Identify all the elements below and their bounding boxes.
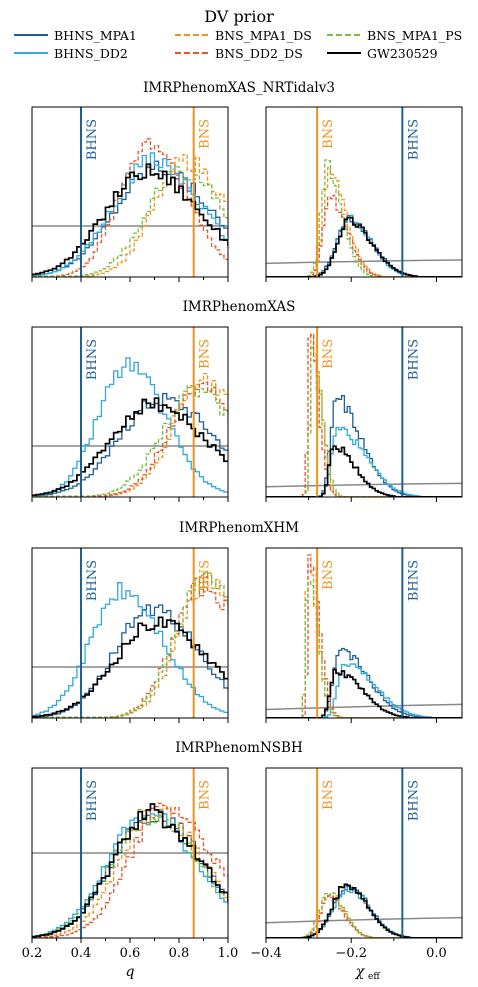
legend-title: DV prior — [204, 7, 274, 26]
series-bns-mpa1-ps — [32, 385, 228, 497]
series-bns-dd2-ds — [32, 802, 228, 938]
bhns-label: BHNS — [406, 339, 421, 380]
x-axis-label-subscript: eff — [368, 972, 380, 982]
legend-entry: BHNS_MPA1 — [14, 28, 137, 43]
bns-label: BNS — [198, 560, 213, 590]
bns-label: BNS — [198, 339, 213, 369]
x-tick-label: −0.2 — [335, 946, 367, 961]
chi-eff-panel: BHNS BNS — [265, 547, 463, 723]
axes-frame — [265, 106, 463, 278]
x-tick-label: 0.8 — [169, 946, 190, 961]
bns-label: BNS — [198, 119, 213, 149]
legend-entry: BHNS_DD2 — [14, 46, 128, 61]
bns-label: BNS — [198, 780, 213, 810]
series-gw230529 — [266, 668, 462, 718]
panels: IMRPhenomXAS_NRTidalv3 IMRPhenomXAS IMRPhe… — [22, 80, 463, 982]
legend: BHNS_MPA1 BNS_MPA1_DS BNS_MPA1_PS BHNS_DD2 B… — [14, 28, 462, 61]
bns-label: BNS — [321, 119, 336, 149]
row-title: IMRPhenomXHM — [179, 520, 299, 536]
bhns-label: BHNS — [85, 339, 100, 380]
axes-frame — [265, 326, 463, 498]
legend-entry: BNS_MPA1_DS — [175, 28, 312, 43]
bhns-label: BHNS — [406, 119, 421, 160]
q-panel: BHNS BNS — [31, 326, 229, 502]
prior-line — [266, 703, 462, 711]
series-bhns-dd2 — [32, 582, 228, 717]
legend-entry: BNS_DD2_DS — [175, 46, 303, 61]
bhns-label: BHNS — [85, 560, 100, 601]
series-bns-dd2-ds — [266, 194, 462, 277]
q-panel: BHNS BNS — [31, 106, 229, 282]
series-bns-dd2-ds — [266, 334, 462, 497]
prior-line — [266, 259, 462, 265]
series-bns-mpa1-ds — [32, 372, 228, 497]
series-gw230529 — [32, 163, 228, 276]
prior-line — [266, 482, 462, 488]
bhns-label: BHNS — [406, 560, 421, 601]
bns-label: BNS — [321, 339, 336, 369]
series-bhns-mpa1 — [266, 647, 462, 718]
axes-frame — [265, 767, 463, 939]
legend-label: BHNS_DD2 — [54, 46, 128, 61]
bhns-label: BHNS — [85, 780, 100, 821]
x-axis-label: q — [126, 964, 135, 980]
series-gw230529 — [32, 803, 228, 938]
series-bns-mpa1-ds — [266, 333, 462, 497]
series-bns-mpa1-ps — [266, 159, 462, 277]
series-bhns-mpa1 — [32, 604, 228, 718]
x-tick-label: 0.4 — [71, 946, 92, 961]
legend-entry: BNS_MPA1_PS — [327, 28, 462, 43]
series-bns-dd2-ds — [32, 138, 228, 277]
q-panel: BHNS BNS — [31, 547, 229, 723]
x-axis-label: χ — [355, 964, 366, 980]
series-bhns-mpa1 — [32, 392, 228, 497]
legend-label: GW230529 — [367, 46, 438, 61]
legend-label: BNS_MPA1_DS — [215, 28, 312, 43]
row-title: IMRPhenomNSBH — [175, 740, 303, 756]
row-title: IMRPhenomXAS — [183, 299, 296, 315]
bns-label: BNS — [321, 780, 336, 810]
axes-frame — [265, 547, 463, 719]
bhns-label: BHNS — [406, 780, 421, 821]
series-bns-mpa1-ps — [32, 572, 228, 718]
series-gw230529 — [266, 883, 462, 938]
series-bns-dd2-ds — [32, 576, 228, 718]
legend-entry: GW230529 — [327, 46, 438, 61]
prior-line — [266, 916, 462, 924]
x-tick-label: 0.0 — [426, 946, 447, 961]
series-gw230529 — [32, 397, 228, 497]
legend-label: BNS_DD2_DS — [215, 46, 303, 61]
legend-label: BNS_MPA1_PS — [367, 28, 462, 43]
series-bns-mpa1-ps — [266, 581, 462, 718]
series-bhns-dd2 — [266, 885, 462, 938]
bhns-label: BHNS — [85, 119, 100, 160]
legend-label: BHNS_MPA1 — [54, 28, 137, 43]
series-bhns-mpa1 — [266, 885, 462, 938]
row-title: IMRPhenomXAS_NRTidalv3 — [143, 80, 335, 96]
series-gw230529 — [32, 616, 228, 718]
chi-eff-panel: BHNS BNS −0.4 −0.2 0.0 χ eff — [250, 767, 463, 982]
bns-label: BNS — [321, 560, 336, 590]
x-tick-label: 1.0 — [218, 946, 239, 961]
q-panel: BHNS BNS 0.2 0.4 0.6 0.8 1.0 q — [22, 767, 239, 980]
x-tick-label: 0.6 — [120, 946, 141, 961]
x-tick-label: −0.4 — [250, 946, 282, 961]
x-tick-label: 0.2 — [22, 946, 43, 961]
chi-eff-panel: BHNS BNS — [265, 326, 463, 502]
series-bns-mpa1-ps — [266, 347, 462, 497]
series-bhns-dd2 — [32, 357, 228, 497]
chi-eff-panel: BHNS BNS — [265, 106, 463, 282]
